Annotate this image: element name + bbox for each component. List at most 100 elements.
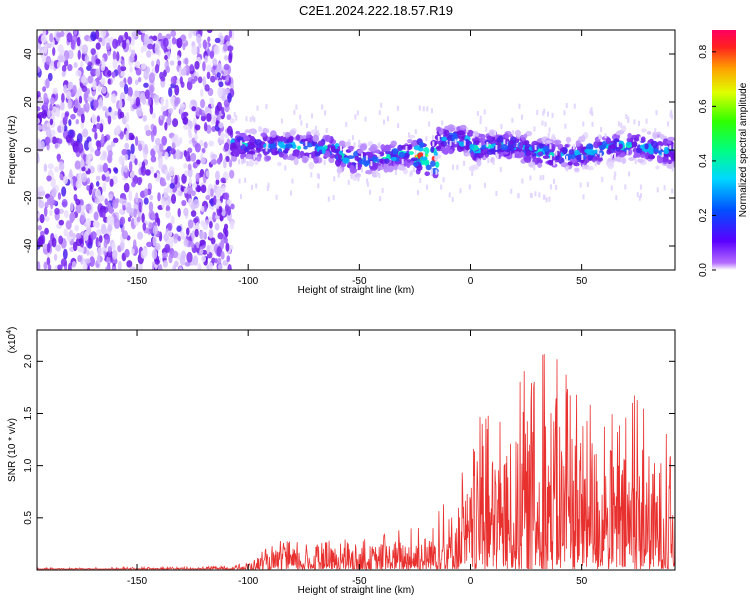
tail-cell (610, 185, 613, 191)
tail-cell (589, 109, 592, 115)
noise-cell (183, 238, 189, 247)
noise-cell (61, 198, 68, 208)
noise-cell (199, 108, 203, 116)
noise-cell (123, 83, 129, 95)
noise-cell (63, 228, 68, 237)
noise-cell (131, 31, 138, 38)
noise-cell (209, 220, 213, 229)
noise-cell (67, 263, 72, 270)
noise-cell (153, 94, 160, 103)
spectrogram-y-label: Frequency (Hz) (7, 116, 18, 185)
signal-cell (631, 141, 638, 148)
noise-cell (54, 207, 60, 215)
signal-cell (561, 148, 568, 155)
signal-cell (464, 152, 471, 157)
x-tick-label: -50 (352, 576, 367, 587)
snr-y-ticks: 0.5 1.0 1.5 2.0 (23, 354, 675, 525)
tail-cell (365, 155, 368, 161)
tail-cell (586, 181, 589, 187)
tail-cell (448, 192, 451, 198)
signal-cell (310, 129, 316, 135)
noise-cell (204, 55, 209, 64)
signal-cell (580, 134, 586, 143)
tail-cell (414, 150, 417, 156)
noise-cell (206, 71, 211, 80)
noise-cell (135, 192, 139, 204)
tail-cell (510, 188, 513, 194)
tail-cell (418, 105, 421, 111)
noise-cell (48, 195, 55, 205)
noise-cell (143, 143, 148, 155)
noise-cell (191, 106, 197, 112)
y-tick-label: 1.0 (23, 458, 34, 472)
tail-cell (485, 126, 488, 132)
noise-cell (169, 182, 175, 189)
snr-y-label: SNR (10 * v/v) (7, 418, 18, 482)
noise-cell (37, 43, 41, 50)
noise-cell (86, 177, 91, 185)
noise-cell (59, 173, 64, 181)
noise-cell (222, 43, 228, 52)
noise-cell (225, 155, 230, 163)
noise-cell (121, 230, 129, 240)
noise-cell (111, 71, 116, 78)
tail-cell (463, 160, 466, 166)
noise-cell (37, 152, 40, 164)
y-tick-label: 40 (23, 48, 34, 60)
noise-cell (203, 204, 207, 213)
noise-cell (80, 247, 85, 253)
signal-cell (438, 143, 445, 147)
tail-cell (565, 102, 568, 108)
tail-cell (451, 197, 454, 203)
noise-cell (216, 101, 223, 112)
noise-cell (58, 161, 65, 172)
signal-cell (393, 164, 398, 171)
tail-cell (667, 121, 670, 127)
noise-cell (130, 143, 135, 155)
noise-cell (77, 49, 81, 60)
noise-cell (180, 231, 185, 240)
tail-cell (486, 141, 489, 147)
tail-cell (316, 130, 319, 136)
noise-cell (57, 153, 61, 163)
signal-cell (626, 137, 632, 143)
noise-cell (212, 195, 217, 206)
signal-cell (612, 157, 621, 162)
noise-cell (189, 30, 193, 37)
noise-cell (162, 37, 169, 48)
tail-cell (606, 160, 609, 166)
noise-cell (96, 254, 101, 265)
noise-cell (109, 215, 115, 226)
noise-cell (149, 104, 154, 115)
tail-cell (472, 133, 475, 139)
tail-cell (529, 175, 532, 181)
signal-cell (260, 132, 268, 138)
noise-cell (119, 216, 126, 226)
noise-cell (218, 205, 223, 214)
signal-cell (248, 160, 255, 167)
noise-cell (47, 72, 53, 82)
tail-cell (432, 141, 435, 147)
noise-cell (131, 181, 136, 188)
noise-cell (170, 82, 177, 89)
signal-cell (536, 157, 542, 165)
noise-cell (61, 71, 66, 78)
tail-cell (409, 171, 412, 177)
noise-cell (218, 139, 225, 145)
signal-cell (508, 140, 514, 145)
noise-cell (46, 257, 51, 266)
noise-cell (209, 50, 215, 60)
y-tick-label: -20 (23, 190, 34, 205)
noise-cell (112, 38, 119, 50)
tail-cell (426, 184, 429, 190)
noise-cell (93, 211, 99, 221)
noise-cell (83, 103, 87, 112)
noise-cell (77, 142, 84, 154)
noise-cell (167, 112, 172, 119)
tail-cell (572, 144, 575, 150)
tail-cell (573, 103, 576, 109)
noise-cell (225, 75, 230, 83)
signal-cell (359, 143, 368, 151)
noise-cell (148, 222, 153, 230)
noise-cell (161, 135, 168, 146)
